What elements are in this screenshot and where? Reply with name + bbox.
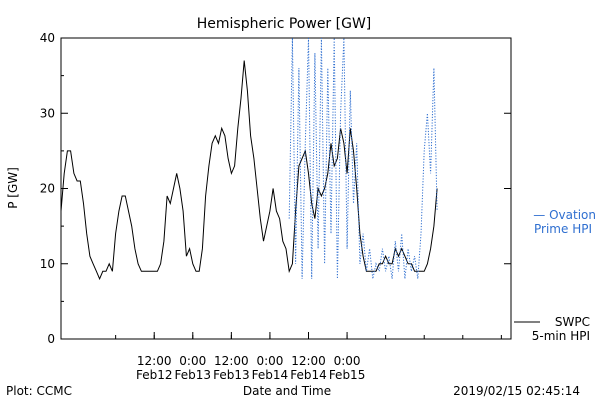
legend-ovation-line2: Prime HPI: [534, 222, 592, 236]
legend-swpc-line2: 5-min HPI: [532, 329, 590, 343]
footer-timestamp: 2019/02/15 02:45:14: [453, 384, 580, 398]
y-axis: 0 10 20 30 40: [40, 31, 511, 346]
x-tick-date: Feb12: [136, 368, 173, 382]
plot-frame: [60, 37, 512, 340]
x-tick-date: Feb15: [329, 368, 366, 382]
y-tick-label: 10: [40, 257, 55, 271]
x-tick-date: Feb13: [213, 368, 250, 382]
x-tick-time: 0:00: [179, 354, 206, 368]
x-tick-date: Feb14: [252, 368, 289, 382]
y-tick-label: 30: [40, 106, 55, 120]
x-tick-time: 12:00: [214, 354, 249, 368]
x-tick-time: 0:00: [334, 354, 361, 368]
x-tick-time: 0:00: [256, 354, 283, 368]
x-tick-date: Feb14: [290, 368, 327, 382]
footer-plot-credit: Plot: CCMC: [6, 384, 72, 398]
chart-title: Hemispheric Power [GW]: [197, 16, 372, 32]
x-axis-label: Date and Time: [243, 384, 331, 398]
legend-ovation-line1: — Ovation: [533, 208, 596, 222]
series-ovation-line: [288, 37, 438, 279]
legend-swpc-line1: SWPC: [555, 315, 590, 329]
series-swpc-line: [60, 60, 438, 281]
legend: — Ovation Prime HPI SWPC 5-min HPI: [514, 208, 596, 343]
y-tick-label: 20: [40, 182, 55, 196]
y-axis-label: P [GW]: [6, 167, 20, 209]
y-tick-label: 0: [47, 332, 55, 346]
x-tick-time: 12:00: [291, 354, 326, 368]
x-tick-time: 12:00: [137, 354, 172, 368]
y-tick-label: 40: [40, 31, 55, 45]
series-layer: [60, 37, 438, 281]
x-tick-date: Feb13: [175, 368, 212, 382]
x-axis: 12:00Feb120:00Feb1312:00Feb130:00Feb1412…: [115, 332, 502, 382]
